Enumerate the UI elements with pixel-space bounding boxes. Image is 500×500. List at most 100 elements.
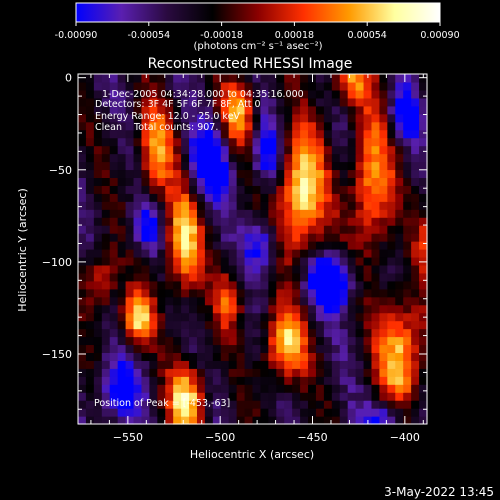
- heatmap-cell: [93, 217, 103, 226]
- heatmap-cell: [244, 344, 254, 353]
- heatmap-cell: [347, 264, 357, 274]
- heatmap-cell: [411, 344, 420, 353]
- heatmap-cell: [157, 177, 166, 186]
- heatmap-cell: [403, 352, 412, 361]
- heatmap-cell: [284, 344, 293, 353]
- heatmap-cell: [315, 121, 325, 131]
- heatmap-cell: [220, 145, 230, 155]
- heatmap-cell: [403, 272, 412, 282]
- heatmap-cell: [236, 145, 246, 155]
- heatmap-cell: [252, 193, 262, 202]
- heatmap-cell: [315, 201, 325, 210]
- heatmap-cell: [141, 225, 150, 234]
- heatmap-cell: [141, 392, 150, 401]
- heatmap-cell: [78, 74, 87, 83]
- x-tick-label: −450: [297, 431, 327, 444]
- heatmap-cell: [204, 264, 214, 274]
- heatmap-cell: [133, 97, 143, 107]
- heatmap-cell: [347, 185, 357, 194]
- heatmap-cell: [93, 81, 103, 91]
- heatmap-cell: [371, 129, 381, 139]
- heatmap-cell: [315, 392, 325, 401]
- heatmap-cell: [347, 74, 357, 83]
- heatmap-cell: [236, 288, 246, 298]
- heatmap-cell: [109, 312, 119, 322]
- heatmap-cell: [101, 185, 111, 194]
- heatmap-cell: [403, 360, 412, 369]
- heatmap-cell: [308, 145, 317, 155]
- heatmap-cell: [236, 185, 246, 194]
- heatmap-cell: [387, 264, 396, 274]
- heatmap-cell: [78, 296, 87, 306]
- heatmap-cell: [276, 225, 285, 234]
- heatmap-cell: [173, 233, 182, 242]
- heatmap-cell: [189, 288, 198, 298]
- heatmap-cell: [347, 169, 357, 178]
- heatmap-cell: [315, 280, 325, 290]
- heatmap-cell: [85, 177, 95, 186]
- heatmap-cell: [355, 264, 365, 274]
- heatmap-cell: [133, 392, 143, 401]
- heatmap-cell: [85, 185, 95, 194]
- heatmap-cell: [323, 280, 333, 290]
- heatmap-cell: [268, 81, 277, 91]
- heatmap-cell: [371, 89, 381, 99]
- heatmap-cell: [189, 344, 198, 353]
- heatmap-cell: [323, 384, 333, 393]
- heatmap-cell: [149, 153, 158, 163]
- heatmap-cell: [355, 81, 365, 91]
- heatmap-cell: [181, 352, 190, 361]
- heatmap-cell: [355, 256, 365, 266]
- heatmap-cell: [300, 153, 309, 163]
- heatmap-cell: [196, 89, 206, 99]
- heatmap-cell: [244, 400, 254, 409]
- heatmap-cell: [236, 408, 246, 417]
- heatmap-cell: [220, 241, 230, 250]
- heatmap-cell: [260, 161, 269, 171]
- heatmap-cell: [165, 384, 174, 393]
- heatmap-cell: [173, 304, 182, 314]
- heatmap-cell: [323, 304, 333, 314]
- heatmap-cell: [379, 336, 388, 346]
- heatmap-cell: [276, 201, 285, 210]
- heatmap-cell: [260, 344, 269, 353]
- heatmap-cell: [189, 193, 198, 202]
- heatmap-cell: [196, 368, 206, 377]
- heatmap-cell: [379, 344, 388, 353]
- heatmap-cell: [189, 336, 198, 346]
- heatmap-cell: [125, 280, 135, 290]
- heatmap-cell: [323, 217, 333, 226]
- heatmap-cell: [85, 304, 95, 314]
- heatmap-cell: [339, 177, 349, 186]
- heatmap-cell: [228, 233, 238, 242]
- heatmap-cell: [252, 81, 262, 91]
- heatmap-cell: [379, 129, 388, 139]
- heatmap-cell: [204, 256, 214, 266]
- heatmap-cell: [236, 336, 246, 346]
- heatmap-cell: [411, 201, 420, 210]
- heatmap-cell: [347, 384, 357, 393]
- heatmap-cell: [220, 209, 230, 218]
- heatmap-cell: [387, 320, 396, 330]
- heatmap-cell: [212, 74, 222, 83]
- heatmap-cell: [252, 217, 262, 226]
- heatmap-cell: [165, 320, 174, 330]
- heatmap-cell: [276, 249, 285, 258]
- heatmap-cell: [268, 121, 277, 131]
- heatmap-cell: [189, 384, 198, 393]
- heatmap-cell: [276, 169, 285, 178]
- heatmap-cell: [133, 304, 143, 314]
- heatmap-cell: [403, 161, 412, 171]
- heatmap-cell: [236, 264, 246, 274]
- heatmap-cell: [339, 352, 349, 361]
- heatmap-cell: [78, 217, 87, 226]
- heatmap-cell: [411, 336, 420, 346]
- heatmap-cell: [244, 360, 254, 369]
- heatmap-cell: [244, 272, 254, 282]
- heatmap-cell: [347, 161, 357, 171]
- heatmap-cell: [315, 256, 325, 266]
- heatmap-cell: [284, 217, 293, 226]
- heatmap-cell: [236, 368, 246, 377]
- heatmap-cell: [173, 193, 182, 202]
